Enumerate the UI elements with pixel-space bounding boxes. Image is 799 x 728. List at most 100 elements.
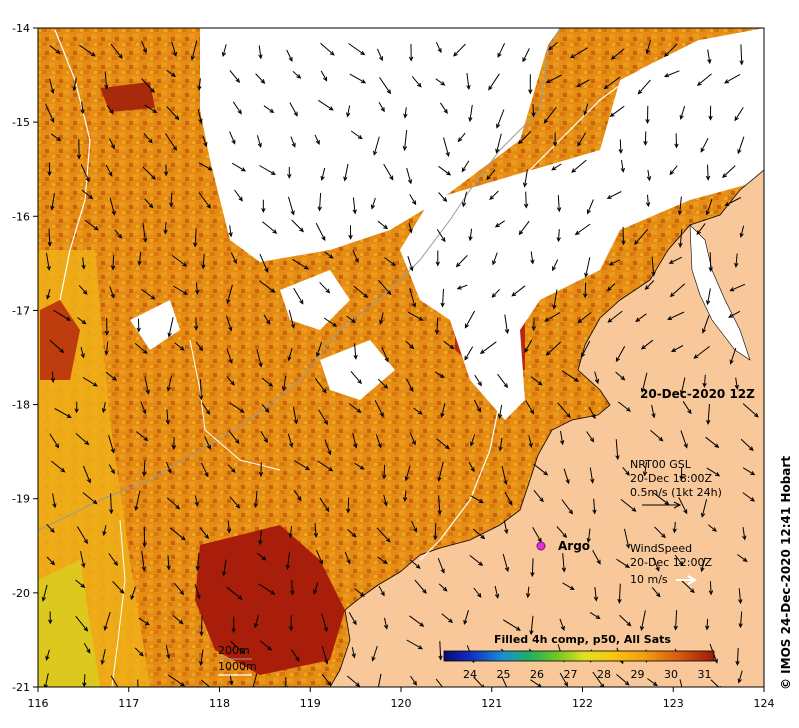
current-arrow (474, 374, 482, 387)
current-arrow (293, 490, 302, 502)
current-arrow (75, 579, 86, 589)
current-arrow (710, 679, 722, 687)
current-arrow (495, 133, 502, 154)
current-arrow (470, 495, 484, 504)
current-arrow (354, 462, 365, 470)
current-arrow (640, 339, 654, 350)
current-arrow (742, 492, 756, 502)
current-arrow (653, 492, 670, 505)
current-arrow (693, 346, 710, 359)
current-arrow (144, 104, 158, 114)
current-arrow (287, 348, 293, 362)
current-arrow (254, 615, 259, 629)
current-arrow (166, 106, 180, 121)
current-arrow (46, 556, 56, 566)
current-arrow (137, 251, 142, 266)
current-arrow (54, 408, 72, 418)
colorbar-labels: 24 25 26 27 28 29 30 31 (463, 668, 712, 681)
argo-float-marker[interactable] (536, 541, 546, 551)
current-arrow (45, 252, 51, 271)
current-arrow (110, 675, 119, 687)
current-arrow (141, 40, 147, 54)
y-tick-label: -16 (12, 210, 30, 223)
x-tick-label: 124 (754, 697, 775, 710)
current-arrow (502, 619, 521, 631)
current-arrow (50, 133, 62, 142)
y-tick-label: -19 (12, 493, 30, 506)
current-arrow (259, 280, 276, 293)
current-arrow (561, 370, 579, 382)
current-arrow (109, 138, 115, 150)
current-arrow (622, 466, 630, 476)
current-arrow (134, 490, 141, 512)
current-arrow (349, 73, 367, 84)
current-arrow (353, 343, 358, 360)
current-arrow (592, 550, 601, 565)
current-arrow (461, 160, 470, 173)
current-arrow (530, 376, 543, 386)
current-arrow (667, 311, 685, 320)
current-arrow (603, 76, 621, 90)
current-arrow (316, 342, 322, 358)
current-arrow (486, 169, 496, 181)
current-arrow (108, 435, 115, 454)
current-arrow (287, 433, 294, 448)
current-arrow (232, 101, 242, 115)
current-arrow (375, 434, 382, 449)
current-arrow (163, 164, 169, 177)
current-arrow (673, 610, 678, 631)
current-arrow (545, 341, 562, 356)
current-arrow (100, 648, 106, 666)
current-arrow (409, 288, 417, 308)
current-arrow (49, 78, 55, 95)
current-arrow (200, 462, 209, 478)
current-arrow (706, 467, 721, 477)
current-arrow (473, 676, 485, 687)
current-arrow (51, 460, 66, 473)
current-arrow (226, 586, 243, 600)
current-arrow (544, 312, 561, 322)
current-arrow (293, 287, 304, 305)
current-arrow (606, 191, 622, 199)
current-arrow (593, 587, 599, 602)
current-arrow (231, 616, 236, 634)
current-arrow (635, 313, 647, 322)
current-arrow (258, 462, 264, 477)
current-arrow (104, 317, 110, 336)
current-arrow (253, 490, 259, 509)
current-arrow (324, 251, 334, 259)
current-arrow (456, 284, 468, 290)
current-arrow (453, 43, 466, 57)
current-arrow (259, 165, 276, 175)
current-arrow (109, 286, 115, 299)
current-arrow (552, 289, 558, 310)
current-arrow (261, 199, 266, 214)
current-arrow (141, 78, 155, 93)
current-arrow (109, 493, 114, 515)
current-arrow (738, 611, 743, 629)
current-arrow (346, 497, 351, 514)
current-arrow (722, 165, 736, 178)
contour-1000m-west (54, 29, 91, 301)
current-arrow (230, 252, 237, 265)
current-arrow (197, 108, 203, 124)
current-arrow (528, 435, 533, 449)
current-arrow (165, 461, 172, 474)
current-arrow (707, 49, 712, 65)
current-arrow (501, 465, 508, 486)
current-arrow (291, 649, 300, 662)
current-arrow (168, 674, 186, 687)
current-legend-source: NRT00 GSL (630, 458, 692, 471)
current-arrow (407, 311, 424, 321)
current-arrow (105, 371, 117, 381)
current-arrow (574, 223, 591, 236)
current-arrow (571, 159, 587, 173)
current-arrow (724, 73, 741, 84)
current-arrow (287, 167, 292, 179)
current-arrow (742, 403, 759, 418)
current-arrow (289, 102, 298, 117)
current-arrow (609, 105, 625, 117)
current-arrow (231, 162, 247, 172)
current-arrow (82, 376, 98, 387)
current-arrow (522, 48, 530, 63)
